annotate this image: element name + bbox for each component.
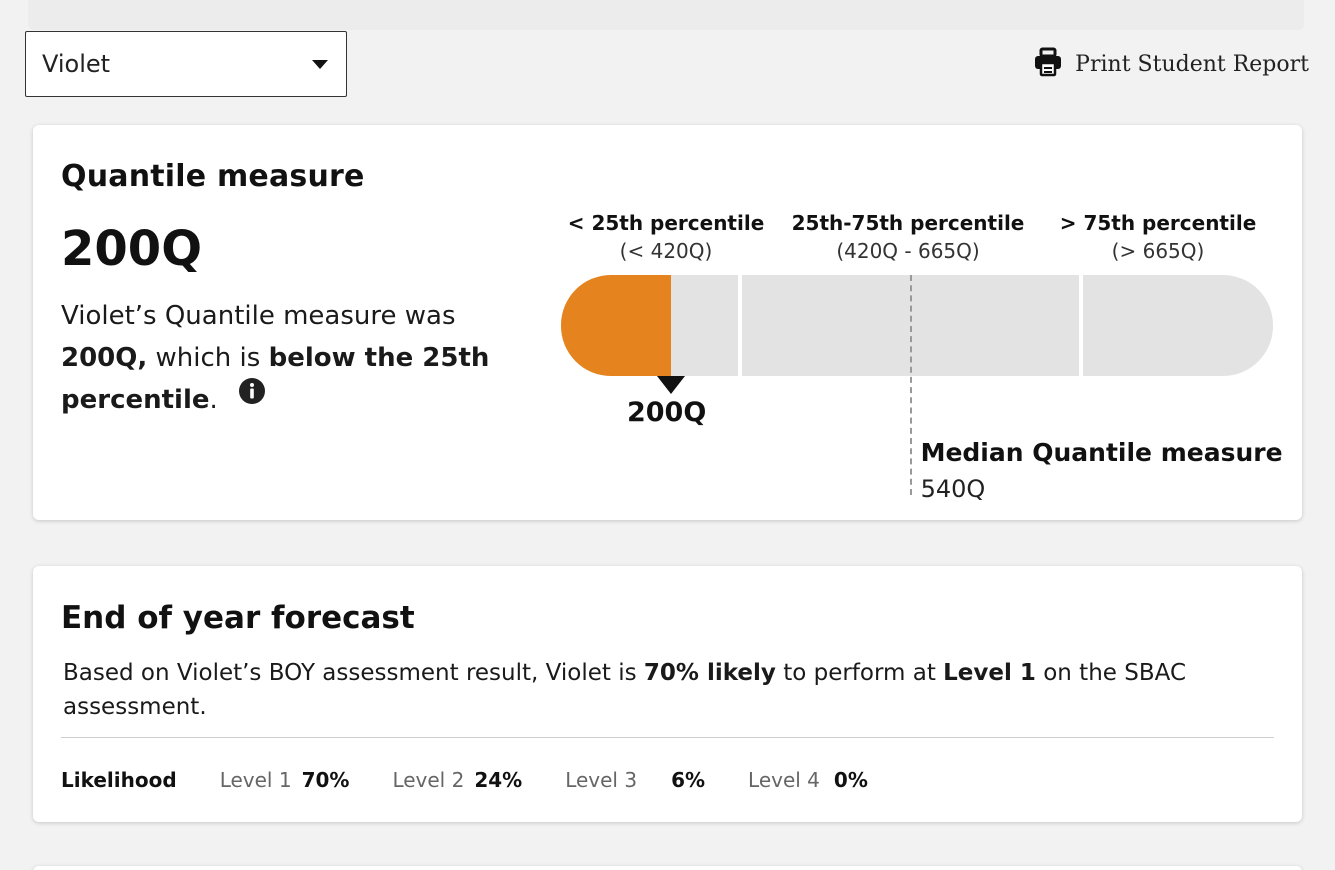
student-select-value: Violet xyxy=(42,50,111,78)
percentile-label: > 75th percentile xyxy=(1059,211,1257,235)
forecast-desc-text: to perform at xyxy=(783,660,936,686)
likelihood-level-4: Level 4 0% xyxy=(748,768,868,792)
median-line xyxy=(909,275,912,495)
print-report-label: Print Student Report xyxy=(1075,51,1309,77)
level-value: 0% xyxy=(833,768,868,792)
level-name: Level 1 xyxy=(219,768,292,792)
median-title: Median Quantile measure xyxy=(920,438,1283,467)
forecast-title: End of year forecast xyxy=(61,600,415,636)
quantile-description: Violet’s Quantile measure was 200Q, whic… xyxy=(61,295,491,422)
level-value: 24% xyxy=(474,768,523,792)
forecast-description: Based on Violet’s BOY assessment result,… xyxy=(63,656,1243,724)
percentile-mid: 25th-75th percentile (420Q - 665Q) xyxy=(788,209,1028,265)
percentile-low: < 25th percentile (< 420Q) xyxy=(561,209,771,265)
median-value: 540Q xyxy=(920,475,986,503)
info-icon[interactable] xyxy=(238,376,266,418)
level-value: 6% xyxy=(671,768,706,792)
quantile-title: Quantile measure xyxy=(61,159,365,194)
percentile-high: > 75th percentile (> 665Q) xyxy=(1058,209,1258,265)
quantile-desc-value: 200Q, xyxy=(61,343,148,373)
likelihood-label: Likelihood xyxy=(61,768,177,792)
quantile-desc-bold: below the 25th percentile xyxy=(61,343,490,415)
quantile-desc-text: Violet’s Quantile measure was xyxy=(61,301,456,331)
chevron-down-icon xyxy=(312,59,328,69)
next-card xyxy=(33,866,1302,870)
forecast-desc-bold: 70% likely xyxy=(643,660,776,686)
forecast-desc-text: Based on Violet’s BOY assessment result,… xyxy=(63,660,637,686)
marker-triangle-icon xyxy=(656,376,685,394)
percentile-label: < 25th percentile xyxy=(567,211,765,235)
forecast-card: End of year forecast Based on Violet’s B… xyxy=(33,566,1302,822)
percentile-range: (420Q - 665Q) xyxy=(836,239,980,263)
likelihood-level-2: Level 2 24% xyxy=(392,768,522,792)
level-name: Level 2 xyxy=(392,768,465,792)
level-name: Level 3 xyxy=(565,768,638,792)
percentile-range: (> 665Q) xyxy=(1111,239,1205,263)
quantile-bar xyxy=(561,275,1273,376)
likelihood-row: Likelihood Level 1 70% Level 2 24% Level… xyxy=(61,768,911,792)
quantile-card: Quantile measure 200Q Violet’s Quantile … xyxy=(33,125,1302,520)
percentile-divider xyxy=(1079,275,1084,376)
divider xyxy=(61,737,1274,738)
likelihood-level-3: Level 3 6% xyxy=(565,768,705,792)
quantile-value: 200Q xyxy=(61,221,202,277)
top-panel xyxy=(28,0,1304,30)
student-select[interactable]: Violet xyxy=(25,31,347,97)
level-name: Level 4 xyxy=(748,768,820,792)
marker-label: 200Q xyxy=(626,397,707,428)
quantile-desc-text: which is xyxy=(155,343,261,373)
likelihood-level-1: Level 1 70% xyxy=(220,768,350,792)
forecast-desc-text: on the SBAC assessment. xyxy=(63,660,1187,720)
print-report-button[interactable]: Print Student Report xyxy=(1033,46,1309,82)
level-value: 70% xyxy=(301,768,350,792)
quantile-desc-text: . xyxy=(209,385,218,415)
quantile-bar-fill xyxy=(561,275,671,376)
forecast-desc-bold: Level 1 xyxy=(943,660,1036,686)
percentile-range: (< 420Q) xyxy=(619,239,713,263)
percentile-label: 25th-75th percentile xyxy=(791,211,1025,235)
printer-icon xyxy=(1033,47,1063,81)
percentile-divider xyxy=(738,275,743,376)
